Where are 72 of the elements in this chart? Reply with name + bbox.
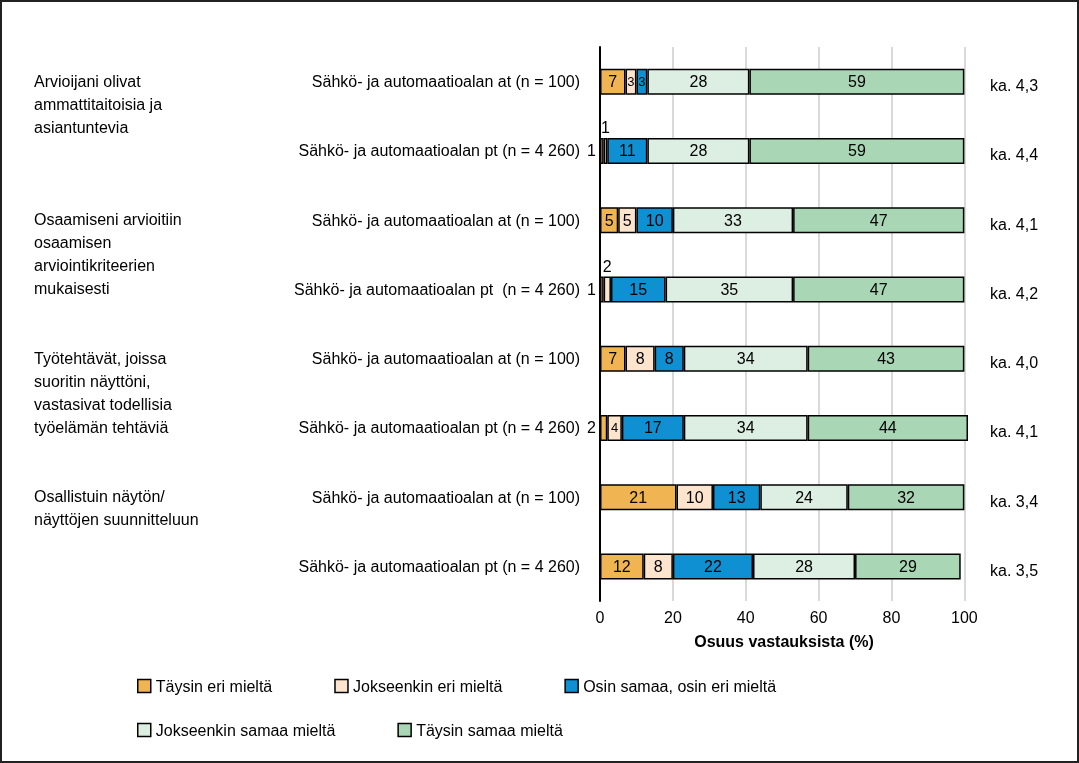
data-label: 8	[635, 350, 645, 368]
data-label: 59	[847, 142, 866, 160]
data-label: 15	[629, 280, 648, 298]
data-label: 34	[736, 350, 755, 368]
y-tick-label: Sähkö- ja automaatioalan at (n = 100)	[311, 350, 580, 368]
data-label: 44	[878, 419, 897, 437]
data-label: 28	[795, 557, 814, 575]
legend-label: Täysin eri mieltä	[155, 677, 273, 695]
data-label: 7	[608, 73, 618, 91]
data-label: 47	[869, 211, 888, 229]
data-label: 7	[608, 350, 618, 368]
data-label: 43	[877, 350, 896, 368]
text: ka. 4,1	[990, 215, 1039, 233]
text: Osallistuin näytön/näyttöjen suunnitteluun	[34, 488, 199, 529]
data-label: 10	[645, 211, 664, 229]
data-label: 17	[643, 419, 662, 437]
data-label: 21	[629, 488, 648, 506]
data-label: 2	[587, 419, 597, 437]
y-tick-label: Sähkö- ja automaatioalan pt (n = 4 260)	[294, 280, 580, 298]
text: ka. 3,5	[990, 561, 1039, 579]
legend-label: Osin samaa, osin eri mieltä	[583, 677, 777, 695]
data-label: 4	[610, 420, 619, 436]
data-label: 13	[727, 488, 746, 506]
data-label: 1	[601, 119, 611, 137]
x-tick-label: 0	[595, 608, 605, 626]
data-label: 1	[587, 280, 597, 298]
y-tick-label: Sähkö- ja automaatioalan at (n = 100)	[311, 73, 580, 91]
y-tick-label: Sähkö- ja automaatioalan pt (n = 4 260)	[298, 419, 580, 437]
data-label: 28	[689, 73, 708, 91]
x-tick-label: 40	[736, 608, 755, 626]
y-tick-label: Sähkö- ja automaatioalan at (n = 100)	[311, 211, 580, 229]
data-label: 32	[897, 488, 916, 506]
data-label: 5	[604, 211, 614, 229]
text: Työtehtävät, joissa suoritin näyttöni, vastasivat todellisia työelämän tehtäviä	[34, 349, 177, 436]
data-label: 12	[612, 557, 631, 575]
x-tick-label: 100	[951, 608, 978, 626]
legend-label: Jokseenkin eri mieltä	[352, 677, 503, 695]
data-label: 10	[685, 488, 704, 506]
data-label: 34	[736, 419, 755, 437]
data-label: 5	[622, 211, 632, 229]
data-label: 47	[869, 280, 888, 298]
text: ka. 3,4	[990, 492, 1039, 510]
x-tick-label: 60	[809, 608, 828, 626]
text: ka. 4,1	[990, 423, 1039, 441]
data-label: 3	[638, 74, 646, 90]
data-label: 3	[627, 74, 635, 90]
data-label: 24	[795, 488, 814, 506]
text: ka. 4,4	[990, 146, 1039, 164]
y-tick-label: Sähkö- ja automaatioalan pt (n = 4 260)	[298, 142, 580, 160]
data-label: 33	[724, 211, 742, 229]
legend-label: Jokseenkin samaa mieltä	[155, 721, 336, 739]
text: ka. 4,2	[990, 284, 1039, 302]
y-tick-label: Sähkö- ja automaatioalan pt (n = 4 260)	[298, 557, 580, 575]
data-label: 29	[898, 557, 917, 575]
text: ka. 4,3	[990, 77, 1039, 95]
data-label: 22	[704, 557, 722, 575]
data-label: 1	[587, 142, 597, 160]
data-label: 28	[689, 142, 708, 160]
data-label: 59	[847, 73, 866, 91]
data-label: 8	[664, 350, 674, 368]
legend-label: Täysin samaa mieltä	[416, 721, 563, 739]
x-axis-title: Osuus vastauksista (%)	[694, 632, 874, 650]
data-label: 8	[653, 557, 663, 575]
x-tick-label: 20	[663, 608, 682, 626]
data-label: 2	[602, 257, 612, 275]
text: Osaamiseni arvioitiin osaamisen arviointikriteerien mukaisesti	[34, 211, 187, 298]
data-label: 35	[720, 280, 739, 298]
text: ka. 4,0	[990, 354, 1039, 372]
text: Arvioijani olivat ammattitaitoisia ja asiantuntevia	[34, 72, 167, 136]
data-label: 11	[619, 142, 636, 160]
y-tick-label: Sähkö- ja automaatioalan at (n = 100)	[311, 488, 580, 506]
x-tick-label: 80	[882, 608, 901, 626]
